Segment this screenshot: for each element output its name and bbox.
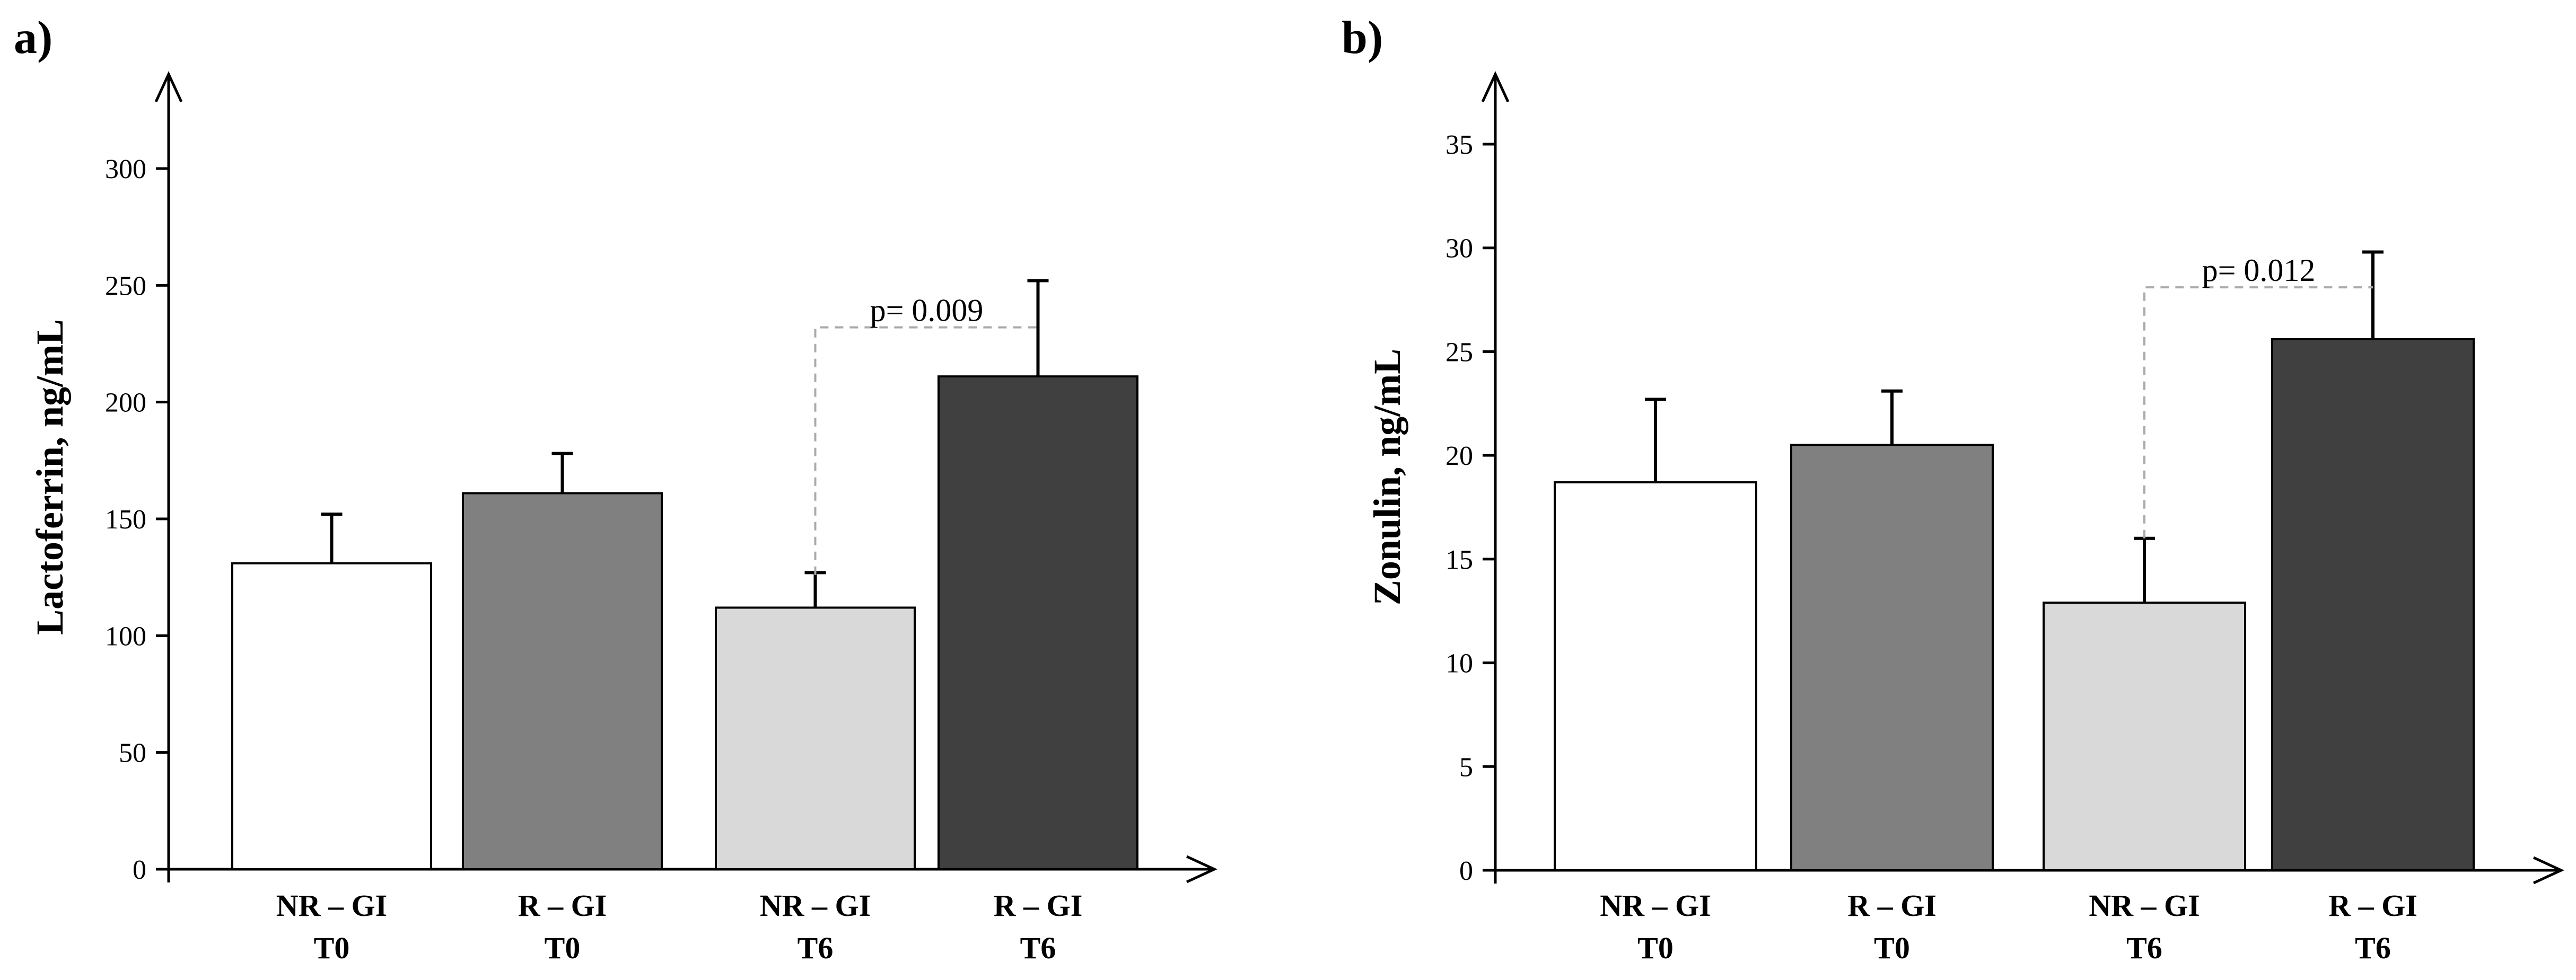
y-tick-label: 0 (133, 855, 146, 885)
y-tick-label: 30 (1445, 234, 1473, 264)
y-axis-arrow (1481, 71, 1510, 103)
category-label: R – GI (2328, 888, 2417, 923)
y-tick-label: 300 (105, 154, 146, 184)
category-sublabel: T0 (314, 931, 350, 965)
bar (462, 492, 663, 870)
bar (937, 375, 1138, 870)
y-tick-label: 25 (1445, 337, 1473, 367)
category-label: R – GI (1847, 888, 1937, 923)
bar (715, 606, 916, 871)
chart-panel-lactoferrin: a) Lactoferrin, ng/mL 0 50 100 150 200 250 300 NR… (14, 12, 1217, 965)
category-label: R – GI (518, 888, 607, 923)
bar (2271, 338, 2475, 871)
category-label: NR – GI (1600, 888, 1711, 923)
category-label: R – GI (994, 888, 1083, 923)
y-tick-label: 5 (1459, 752, 1473, 782)
y-axis-label: Lactoferrin, ng/mL (29, 319, 71, 635)
category-label: NR – GI (760, 888, 871, 923)
y-tick-label: 15 (1445, 545, 1473, 575)
category-label: NR – GI (276, 888, 387, 923)
category-sublabel: T0 (545, 931, 581, 965)
y-tick-label: 10 (1445, 649, 1473, 679)
x-axis-arrow (1186, 855, 1217, 884)
category-sublabel: T6 (2355, 931, 2391, 965)
panel-label: a) (14, 12, 52, 64)
bar (231, 562, 432, 870)
bar (1554, 481, 1757, 871)
panel-label: b) (1342, 12, 1383, 64)
y-tick-label: 0 (1459, 856, 1473, 886)
significance-bracket (814, 326, 1038, 575)
y-tick-label: 100 (105, 621, 146, 651)
category-sublabel: T6 (1020, 931, 1056, 965)
p-value-annotation: p= 0.012 (2202, 253, 2316, 288)
bar (1790, 444, 1994, 871)
y-tick-label: 20 (1445, 441, 1473, 471)
y-tick-label: 200 (105, 388, 146, 418)
category-sublabel: T0 (1874, 931, 1910, 965)
y-tick-label: 50 (119, 738, 146, 769)
category-sublabel: T6 (798, 931, 834, 965)
category-sublabel: T6 (2126, 931, 2162, 965)
category-label: NR – GI (2089, 888, 2200, 923)
y-axis-label: Zonulin, ng/mL (1366, 349, 1408, 605)
p-value-annotation: p= 0.009 (870, 293, 984, 328)
y-tick-label: 150 (105, 505, 146, 535)
bar (2043, 602, 2246, 871)
x-axis-arrow (2533, 856, 2564, 885)
category-sublabel: T0 (1637, 931, 1673, 965)
y-tick-label: 35 (1445, 130, 1473, 160)
chart-panel-zonulin: b) Zonulin, ng/mL 0 5 10 15 20 25 30 35 NR – GI T0 R… (1342, 12, 2564, 965)
significance-bracket (2143, 286, 2373, 538)
y-axis-arrow (154, 71, 183, 103)
y-tick-label: 250 (105, 271, 146, 301)
